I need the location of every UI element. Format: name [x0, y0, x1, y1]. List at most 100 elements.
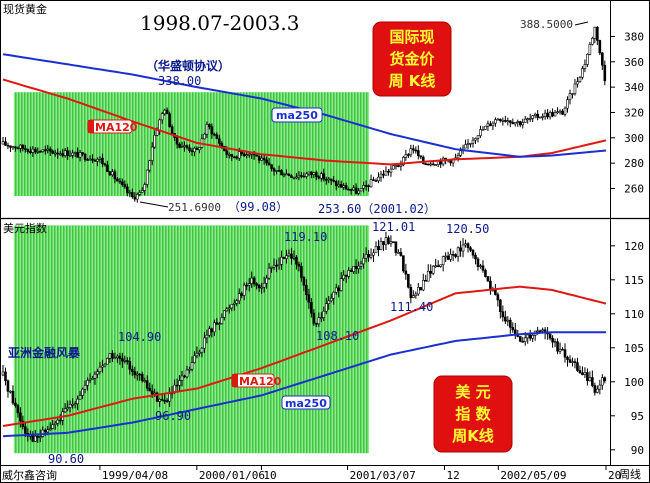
candle — [571, 357, 574, 367]
candle — [24, 144, 27, 153]
candle — [121, 178, 124, 187]
candle — [476, 135, 480, 143]
candle — [83, 152, 87, 162]
candle — [561, 109, 564, 116]
candle — [198, 146, 201, 154]
candle — [454, 253, 457, 259]
candle — [359, 188, 363, 192]
candle — [297, 171, 301, 181]
footer-period: 周线 — [619, 467, 641, 481]
candle — [586, 53, 589, 67]
candle — [436, 260, 440, 268]
candle — [111, 168, 114, 177]
gold-callout-line1: 国际现 — [389, 28, 434, 46]
candle — [88, 373, 92, 384]
candle — [556, 107, 559, 115]
candle — [466, 139, 470, 150]
candle — [235, 298, 239, 307]
candle — [31, 146, 35, 157]
dollar-low-96-label: 96.90 — [155, 409, 191, 423]
candle — [111, 350, 114, 362]
candle — [357, 188, 360, 196]
candle — [232, 299, 236, 311]
candle — [561, 347, 564, 351]
candle — [230, 303, 234, 312]
candle — [429, 161, 433, 167]
candle — [384, 231, 388, 251]
dollar-callout-line1: 美 元 — [455, 383, 490, 401]
candle — [347, 267, 350, 279]
candle — [402, 255, 405, 273]
candle — [163, 394, 166, 405]
candle — [106, 160, 109, 172]
candle — [471, 137, 475, 148]
candle — [499, 298, 502, 319]
candle — [73, 401, 77, 409]
candle — [394, 164, 398, 170]
candle — [128, 189, 132, 198]
candle — [523, 115, 527, 123]
candle — [481, 126, 485, 131]
dollar-y-axis: 90 95 100 105 110 115 120 — [610, 240, 644, 457]
candle — [6, 142, 10, 150]
candle — [262, 154, 266, 165]
candle — [116, 354, 119, 364]
candle — [34, 430, 37, 442]
candle — [521, 336, 525, 343]
candle — [143, 377, 147, 383]
candle — [292, 176, 296, 180]
candle — [374, 241, 378, 254]
candle — [362, 181, 365, 193]
dollar-low-90-label: 90.60 — [48, 452, 84, 466]
candle — [76, 395, 79, 411]
dollar-candles — [1, 231, 607, 443]
candle — [553, 338, 557, 347]
candle — [320, 312, 323, 323]
candle — [421, 273, 425, 292]
candle — [270, 164, 273, 172]
candle — [307, 171, 311, 177]
candle — [543, 109, 547, 120]
candle — [352, 184, 355, 191]
candle — [491, 121, 495, 131]
candle — [471, 249, 475, 259]
candle — [322, 306, 326, 322]
dollar-callout-line3: 周K线 — [452, 427, 494, 445]
candle — [41, 149, 45, 153]
candle — [551, 335, 554, 348]
candle — [86, 158, 89, 161]
candle — [295, 173, 298, 180]
candle — [285, 169, 288, 176]
gold-low-1999-date: （99.08） — [228, 200, 288, 214]
candle — [424, 162, 428, 166]
candle — [446, 251, 450, 261]
candle — [277, 165, 281, 172]
candle — [474, 137, 477, 144]
candle — [479, 263, 482, 269]
candle — [439, 264, 442, 268]
candle — [36, 434, 40, 443]
candle — [484, 268, 487, 278]
candle — [441, 255, 445, 272]
candle — [521, 118, 525, 129]
dollar-ma120-line — [2, 285, 607, 427]
candle — [14, 146, 17, 152]
candle — [322, 168, 326, 182]
candle — [183, 141, 186, 152]
candle — [476, 257, 480, 271]
candle — [61, 148, 64, 158]
candle — [235, 155, 239, 160]
candle — [200, 347, 204, 358]
candle — [215, 132, 219, 140]
candle — [342, 182, 345, 191]
candle — [526, 117, 530, 124]
candle — [342, 270, 345, 281]
candle — [302, 172, 306, 178]
candle — [218, 134, 221, 147]
candle — [103, 162, 107, 167]
candle — [131, 188, 134, 199]
candle — [377, 239, 380, 257]
candle — [429, 264, 433, 278]
candle — [324, 297, 328, 315]
